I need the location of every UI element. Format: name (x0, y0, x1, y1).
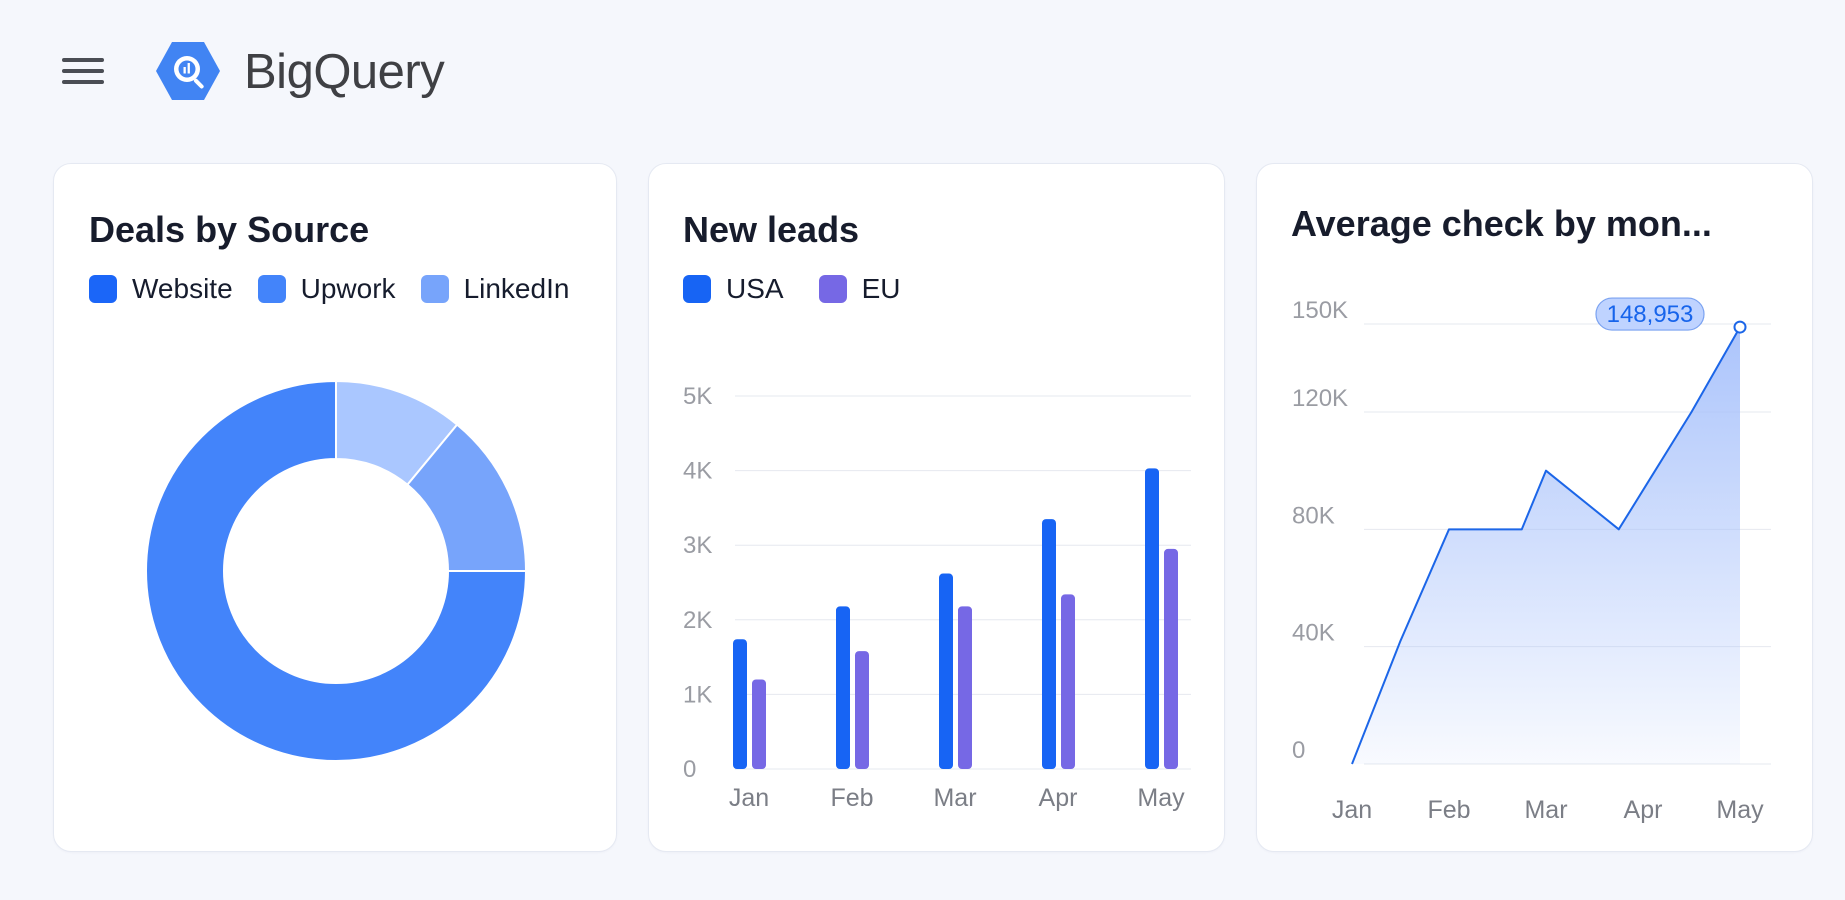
logo-bar-small (183, 67, 186, 74)
area-x-tick-label: Mar (1524, 796, 1567, 824)
bar-x-tick-label: Feb (830, 784, 873, 812)
bar-usa-may (1145, 468, 1159, 769)
donut-slice-website (145, 379, 528, 762)
area-x-tick-label: May (1716, 796, 1764, 824)
menu-line (62, 58, 104, 62)
legend-label-eu: EU (861, 273, 901, 304)
area-end-point (1733, 320, 1747, 334)
bar-eu-apr (1061, 594, 1075, 769)
average-card-title: Average check by mon... (1291, 203, 1712, 244)
leads-legend: USA EU (683, 272, 900, 306)
bar-eu-feb (855, 651, 869, 769)
area-value-pill (1595, 297, 1705, 331)
legend-item-upwork: Upwork (257, 272, 396, 306)
bar-eu-may (1164, 548, 1178, 769)
logo-magnifier-handle (194, 78, 204, 89)
logo-bar-large (187, 63, 190, 74)
legend-label-usa: USA (726, 273, 784, 304)
bar-x-tick-label: Jan (729, 784, 769, 812)
legend-item-linkedin: LinkedIn (420, 272, 570, 306)
area-x-tick-label: Jan (1332, 796, 1372, 824)
legend-swatch-usa (683, 275, 711, 303)
area-x-tick-label: Apr (1624, 796, 1663, 824)
bar-y-tick-label: 0 (683, 756, 696, 783)
legend-label-upwork: Upwork (300, 273, 396, 304)
new-leads-bar-chart: 0 1K 2K 3K 4K 5K Jan Feb Mar Apr May (683, 383, 1191, 812)
area-y-tick-label: 150K (1292, 297, 1348, 324)
top-header: BigQuery (0, 0, 1845, 140)
legend-swatch-website (89, 275, 117, 303)
area-fill (1352, 327, 1740, 764)
bar-usa-apr (1042, 519, 1056, 769)
bar-eu-mar (958, 606, 972, 769)
deals-donut-chart (145, 379, 528, 762)
bar-eu-jan (752, 679, 766, 769)
bar-usa-feb (836, 606, 850, 769)
deals-card-title: Deals by Source (89, 209, 370, 250)
average-check-area-chart: 0 40K 80K 120K 150K 148,953 Jan Feb Mar Apr May (1292, 297, 1771, 824)
bar-y-tick-label: 4K (683, 458, 712, 485)
bigquery-logo-icon (156, 42, 220, 100)
area-value-label: 148,953 (1607, 301, 1694, 328)
new-leads-card: New leads USA EU 0 1K 2K 3K 4K 5K Jan Feb Mar Apr… (648, 163, 1225, 852)
menu-line (62, 80, 104, 84)
legend-label-linkedin: LinkedIn (463, 273, 570, 304)
deals-legend: Website Upwork LinkedIn (89, 272, 569, 306)
legend-swatch-upwork (257, 275, 286, 303)
area-x-tick-label: Feb (1427, 796, 1470, 824)
area-y-tick-label: 0 (1292, 737, 1305, 764)
legend-label-website: Website (132, 273, 233, 304)
bar-y-tick-label: 2K (683, 607, 712, 634)
area-y-tick-label: 120K (1292, 385, 1348, 412)
bar-x-tick-label: Apr (1039, 784, 1078, 812)
bar-usa-mar (939, 573, 953, 769)
area-y-tick-label: 40K (1292, 620, 1335, 647)
area-line (1351, 326, 1741, 765)
brand-name: BigQuery (244, 45, 445, 99)
leads-card-title: New leads (683, 209, 860, 250)
legend-swatch-eu (818, 275, 847, 303)
bar-y-tick-label: 1K (683, 681, 712, 708)
legend-item-website: Website (89, 272, 233, 306)
bar-x-tick-label: Mar (933, 784, 976, 812)
hamburger-menu-button[interactable] (58, 50, 110, 92)
bar-y-tick-label: 5K (683, 383, 712, 410)
average-check-card: Average check by mon... 0 40K 80K 120K 150K 1… (1256, 163, 1813, 852)
bar-x-tick-label: May (1137, 784, 1185, 812)
legend-swatch-linkedin (420, 275, 449, 303)
bar-y-tick-label: 3K (683, 532, 712, 559)
legend-item-usa: USA (683, 272, 784, 306)
area-y-tick-label: 80K (1292, 502, 1335, 529)
menu-line (62, 69, 104, 73)
logo-magnifier-inner (178, 60, 196, 78)
bar-usa-jan (733, 639, 747, 769)
deals-by-source-card: Deals by Source Website Upwork LinkedIn (53, 163, 617, 852)
legend-item-eu: EU (818, 272, 901, 306)
